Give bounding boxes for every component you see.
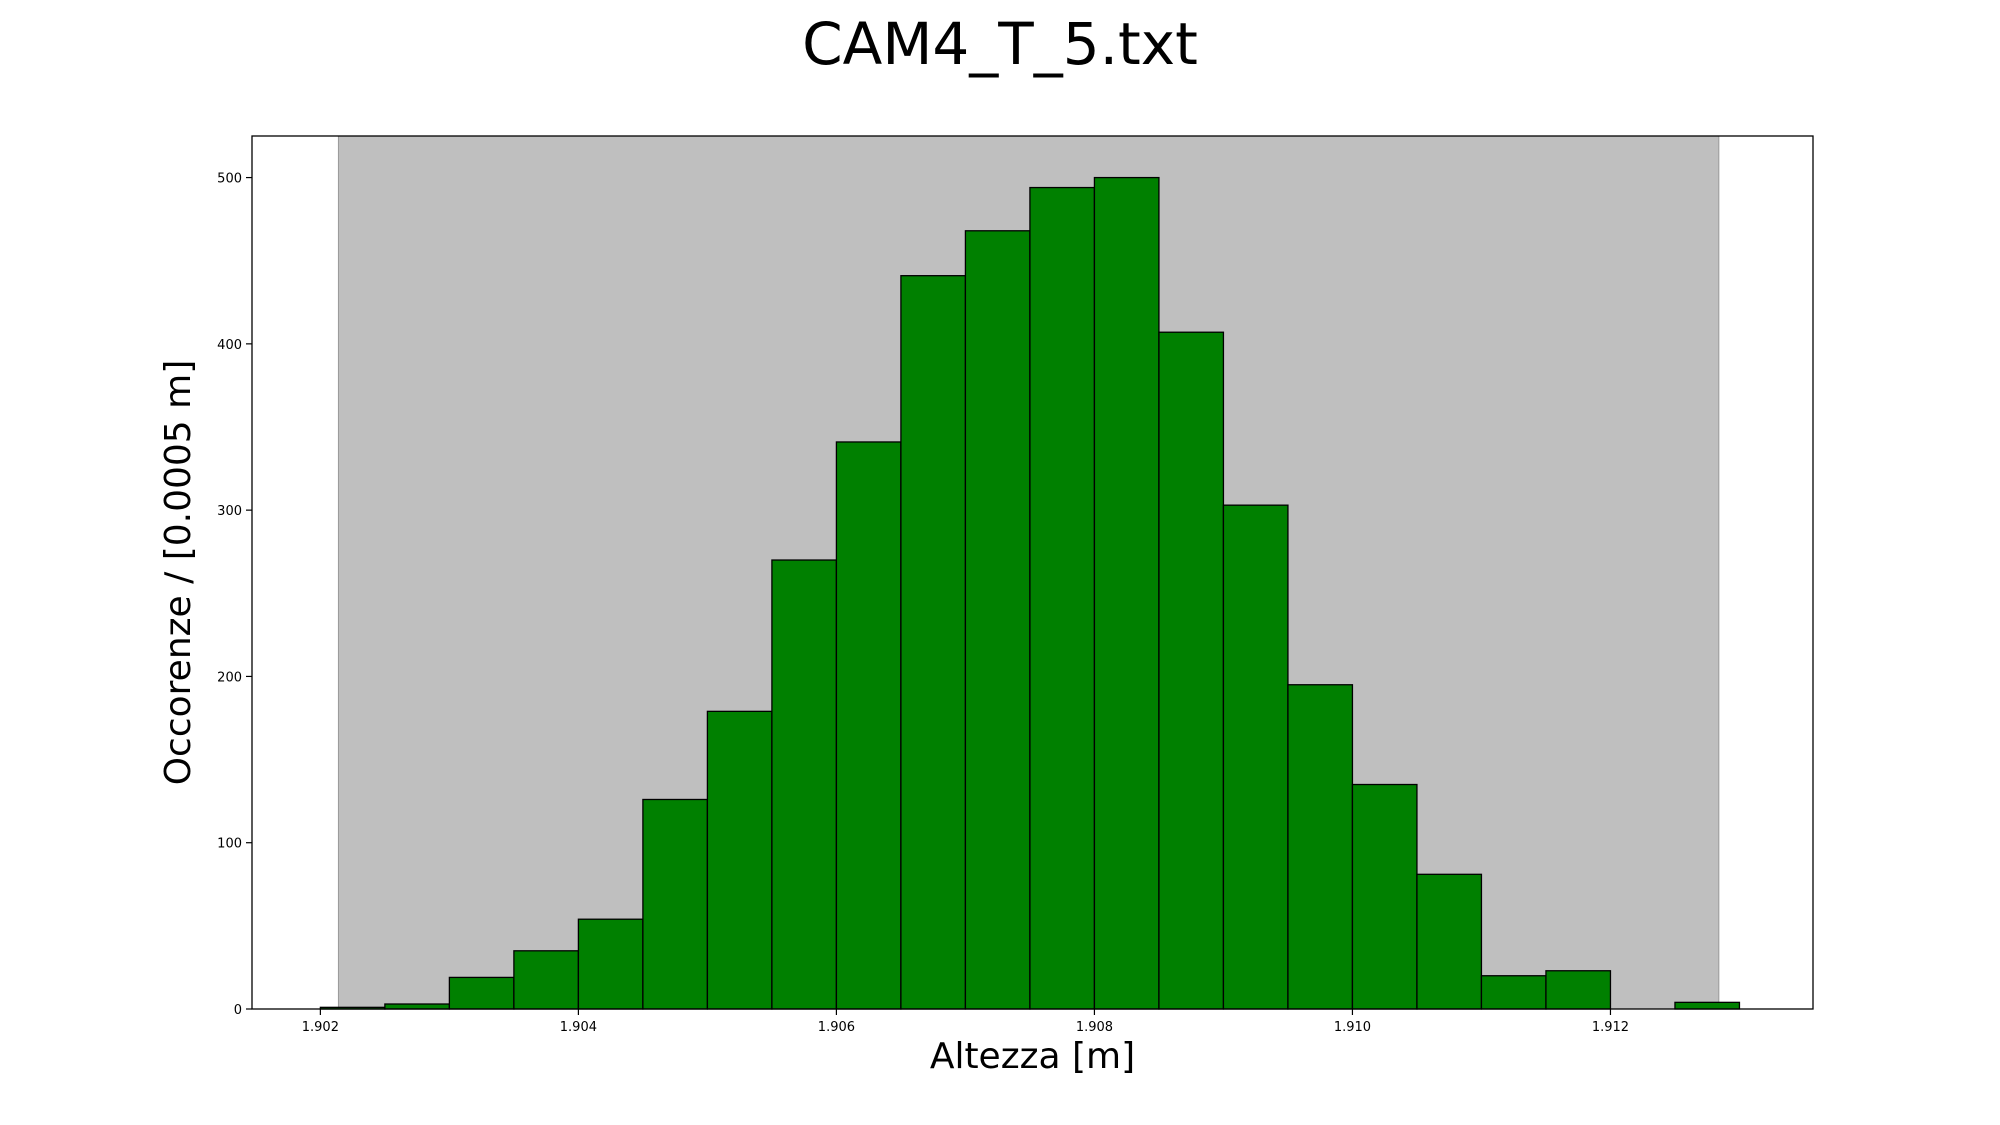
histogram-bar <box>1674 1001 1741 1010</box>
histogram-bar <box>1158 331 1225 1010</box>
bars-layer <box>319 176 1741 1010</box>
y-tick-label: 100 <box>217 837 242 852</box>
x-axis-label: Altezza [m] <box>930 1036 1135 1077</box>
histogram-bar <box>1545 970 1612 1010</box>
histogram-bar <box>706 710 773 1010</box>
x-tick-label: 1.910 <box>1334 1020 1371 1035</box>
chart-title: CAM4_T_5.txt <box>802 10 1198 78</box>
plot-frame <box>251 135 1814 1010</box>
y-tick-label: 200 <box>217 670 242 685</box>
x-tick-label: 1.904 <box>560 1020 597 1035</box>
histogram-bar <box>771 559 838 1010</box>
histogram-bar <box>513 950 580 1010</box>
x-tick-label: 1.906 <box>818 1020 855 1035</box>
histogram-bar <box>835 441 902 1010</box>
y-ticks: 0 100 200 300 400 500 <box>217 172 252 1018</box>
y-tick-label: 0 <box>234 1003 242 1018</box>
x-tick-label: 1.912 <box>1592 1020 1629 1035</box>
x-tick-label: 1.902 <box>302 1020 339 1035</box>
histogram-bar <box>1029 186 1096 1010</box>
histogram-bar <box>448 976 515 1010</box>
histogram-bar <box>642 798 709 1010</box>
histogram-bar <box>1351 783 1418 1010</box>
histogram-bar <box>900 275 967 1010</box>
x-ticks: 1.902 1.904 1.906 1.908 1.910 1.912 <box>302 1009 1629 1035</box>
histogram-bar <box>1287 684 1354 1010</box>
histogram-bar <box>1416 873 1483 1010</box>
y-tick-label: 500 <box>217 172 242 187</box>
y-axis-label: Occorenze / [0.0005 m] <box>158 360 199 786</box>
histogram-bar <box>1222 504 1289 1010</box>
histogram-bar <box>384 1003 451 1010</box>
y-tick-label: 300 <box>217 504 242 519</box>
histogram-bar <box>1480 975 1547 1010</box>
histogram-bar <box>964 230 1031 1010</box>
y-tick-label: 400 <box>217 338 242 353</box>
x-tick-label: 1.908 <box>1076 1020 1113 1035</box>
histogram-bar <box>577 918 644 1010</box>
histogram-bar <box>1093 176 1160 1010</box>
